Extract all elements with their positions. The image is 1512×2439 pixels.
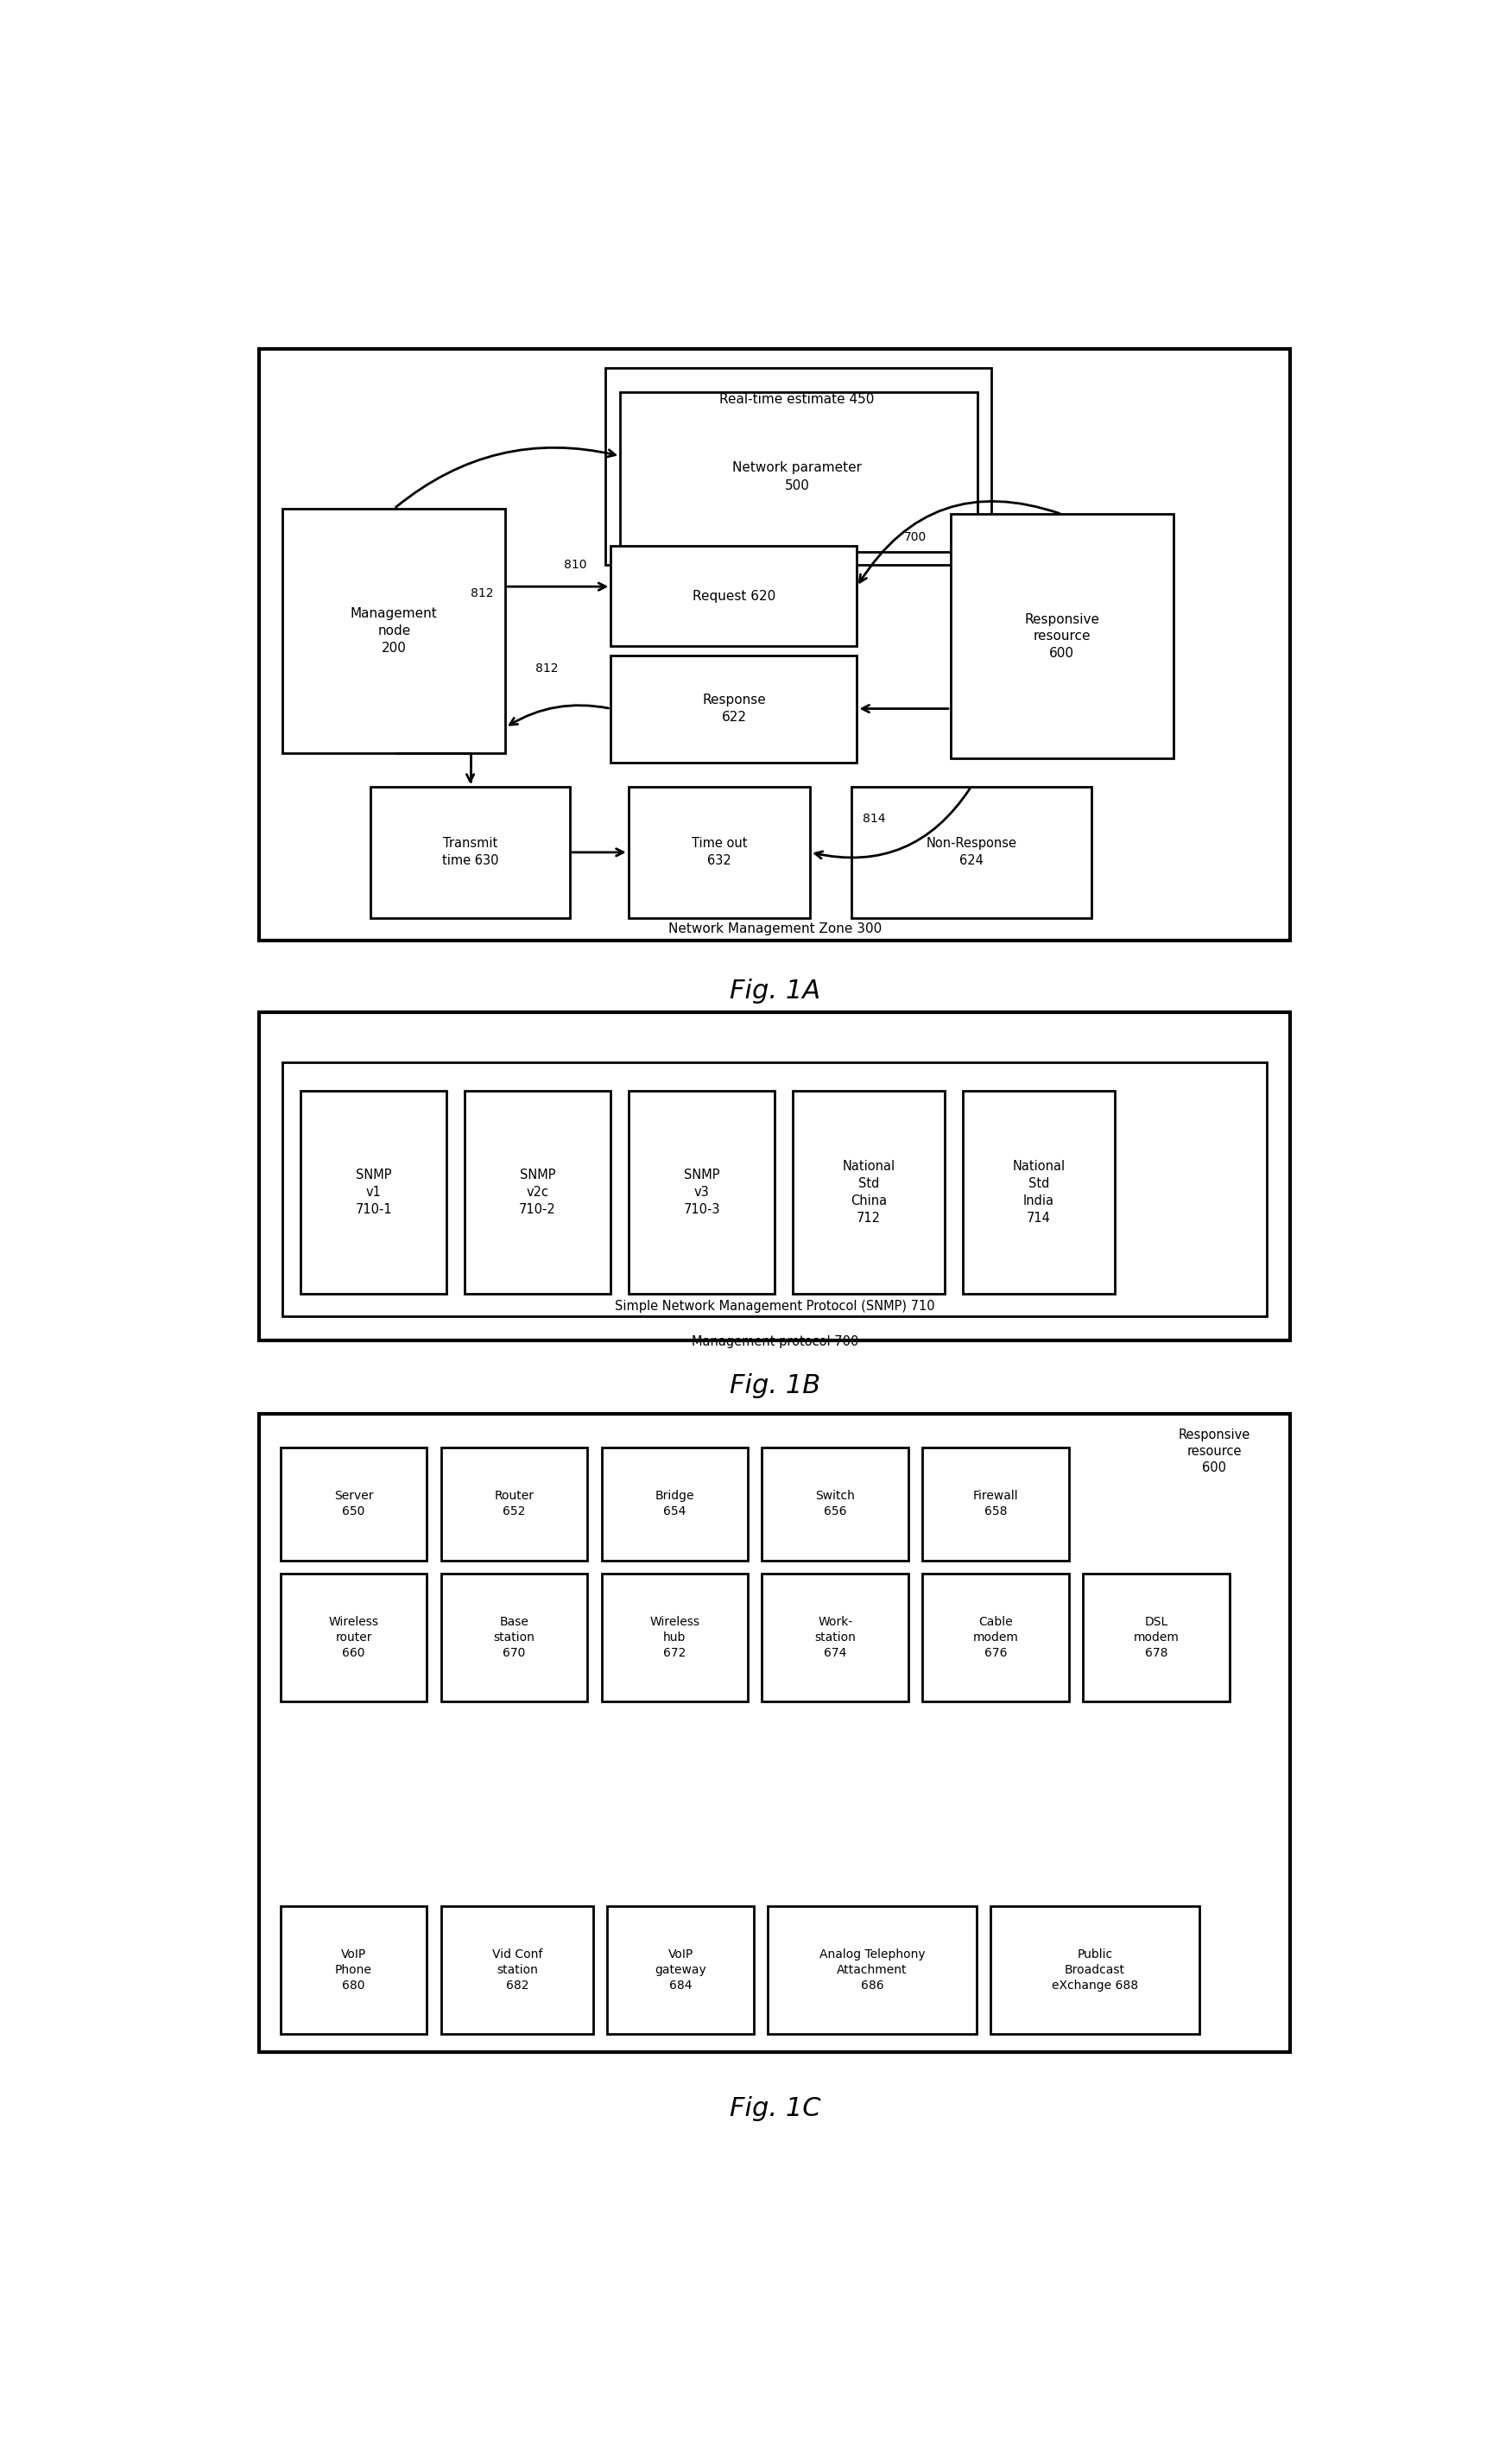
Text: Cable
modem
676: Cable modem 676 — [972, 1617, 1019, 1659]
FancyBboxPatch shape — [768, 1905, 977, 2034]
Text: Bridge
654: Bridge 654 — [655, 1490, 694, 1517]
FancyBboxPatch shape — [611, 546, 857, 646]
Text: Responsive
resource
600: Responsive resource 600 — [1025, 612, 1099, 661]
FancyBboxPatch shape — [605, 368, 992, 566]
FancyBboxPatch shape — [602, 1573, 748, 1702]
FancyBboxPatch shape — [990, 1905, 1199, 2034]
FancyBboxPatch shape — [611, 656, 857, 761]
Text: Base
station
670: Base station 670 — [493, 1617, 535, 1659]
Text: Work-
station
674: Work- station 674 — [815, 1617, 856, 1659]
FancyBboxPatch shape — [629, 1090, 774, 1293]
Text: Real-time estimate 450: Real-time estimate 450 — [720, 393, 874, 407]
Text: Fig. 1B: Fig. 1B — [729, 1373, 821, 1398]
FancyBboxPatch shape — [608, 1905, 754, 2034]
FancyBboxPatch shape — [442, 1449, 587, 1561]
FancyBboxPatch shape — [629, 788, 810, 917]
FancyBboxPatch shape — [851, 788, 1092, 917]
FancyBboxPatch shape — [260, 1012, 1290, 1341]
FancyBboxPatch shape — [280, 1905, 426, 2034]
Text: SNMP
v3
710-3: SNMP v3 710-3 — [683, 1168, 720, 1215]
Text: VoIP
Phone
680: VoIP Phone 680 — [336, 1949, 372, 1990]
FancyBboxPatch shape — [762, 1449, 909, 1561]
Text: Fig. 1C: Fig. 1C — [729, 2095, 821, 2122]
FancyBboxPatch shape — [301, 1090, 448, 1293]
Text: 810: 810 — [564, 559, 587, 571]
Text: Firewall
658: Firewall 658 — [974, 1490, 1019, 1517]
Text: 700: 700 — [904, 532, 927, 544]
Text: Time out
632: Time out 632 — [691, 837, 747, 868]
FancyBboxPatch shape — [792, 1090, 945, 1293]
FancyBboxPatch shape — [951, 515, 1173, 759]
FancyBboxPatch shape — [370, 788, 570, 917]
FancyBboxPatch shape — [283, 510, 505, 754]
Text: National
Std
India
714: National Std India 714 — [1012, 1161, 1064, 1224]
FancyBboxPatch shape — [602, 1449, 748, 1561]
Text: Transmit
time 630: Transmit time 630 — [442, 837, 499, 868]
Text: Request 620: Request 620 — [692, 590, 776, 602]
Text: Fig. 1A: Fig. 1A — [729, 978, 821, 1005]
Text: 814: 814 — [863, 812, 886, 824]
Text: Analog Telephony
Attachment
686: Analog Telephony Attachment 686 — [820, 1949, 925, 1990]
Text: Wireless
router
660: Wireless router 660 — [328, 1617, 378, 1659]
FancyBboxPatch shape — [280, 1573, 426, 1702]
Text: Network parameter
500: Network parameter 500 — [732, 461, 862, 493]
Text: DSL
modem
678: DSL modem 678 — [1134, 1617, 1179, 1659]
Text: 812: 812 — [535, 663, 558, 673]
Text: 812: 812 — [470, 588, 493, 600]
FancyBboxPatch shape — [922, 1449, 1069, 1561]
FancyBboxPatch shape — [260, 1415, 1290, 2051]
Text: Simple Network Management Protocol (SNMP) 710: Simple Network Management Protocol (SNMP… — [615, 1300, 934, 1312]
Text: Public
Broadcast
eXchange 688: Public Broadcast eXchange 688 — [1051, 1949, 1139, 1990]
Text: Response
622: Response 622 — [702, 693, 765, 724]
FancyBboxPatch shape — [260, 349, 1290, 941]
Text: SNMP
v1
710-1: SNMP v1 710-1 — [355, 1168, 392, 1215]
FancyBboxPatch shape — [762, 1573, 909, 1702]
FancyBboxPatch shape — [280, 1449, 426, 1561]
Text: Management protocol 700: Management protocol 700 — [691, 1334, 859, 1349]
Text: VoIP
gateway
684: VoIP gateway 684 — [655, 1949, 706, 1990]
FancyBboxPatch shape — [442, 1573, 587, 1702]
Text: SNMP
v2c
710-2: SNMP v2c 710-2 — [519, 1168, 556, 1215]
Text: Server
650: Server 650 — [334, 1490, 373, 1517]
FancyBboxPatch shape — [464, 1090, 611, 1293]
FancyBboxPatch shape — [1083, 1573, 1229, 1702]
Text: National
Std
China
712: National Std China 712 — [842, 1161, 895, 1224]
Text: Non-Response
624: Non-Response 624 — [925, 837, 1016, 868]
FancyBboxPatch shape — [442, 1905, 593, 2034]
FancyBboxPatch shape — [963, 1090, 1114, 1293]
Text: Wireless
hub
672: Wireless hub 672 — [650, 1617, 700, 1659]
FancyBboxPatch shape — [922, 1573, 1069, 1702]
Text: Router
652: Router 652 — [494, 1490, 534, 1517]
Text: Management
node
200: Management node 200 — [351, 607, 437, 654]
Text: Switch
656: Switch 656 — [815, 1490, 856, 1517]
FancyBboxPatch shape — [283, 1063, 1267, 1317]
Text: Network Management Zone 300: Network Management Zone 300 — [668, 922, 881, 934]
Text: Responsive
resource
600: Responsive resource 600 — [1178, 1429, 1250, 1473]
FancyBboxPatch shape — [620, 393, 978, 551]
Text: Vid Conf
station
682: Vid Conf station 682 — [491, 1949, 543, 1990]
